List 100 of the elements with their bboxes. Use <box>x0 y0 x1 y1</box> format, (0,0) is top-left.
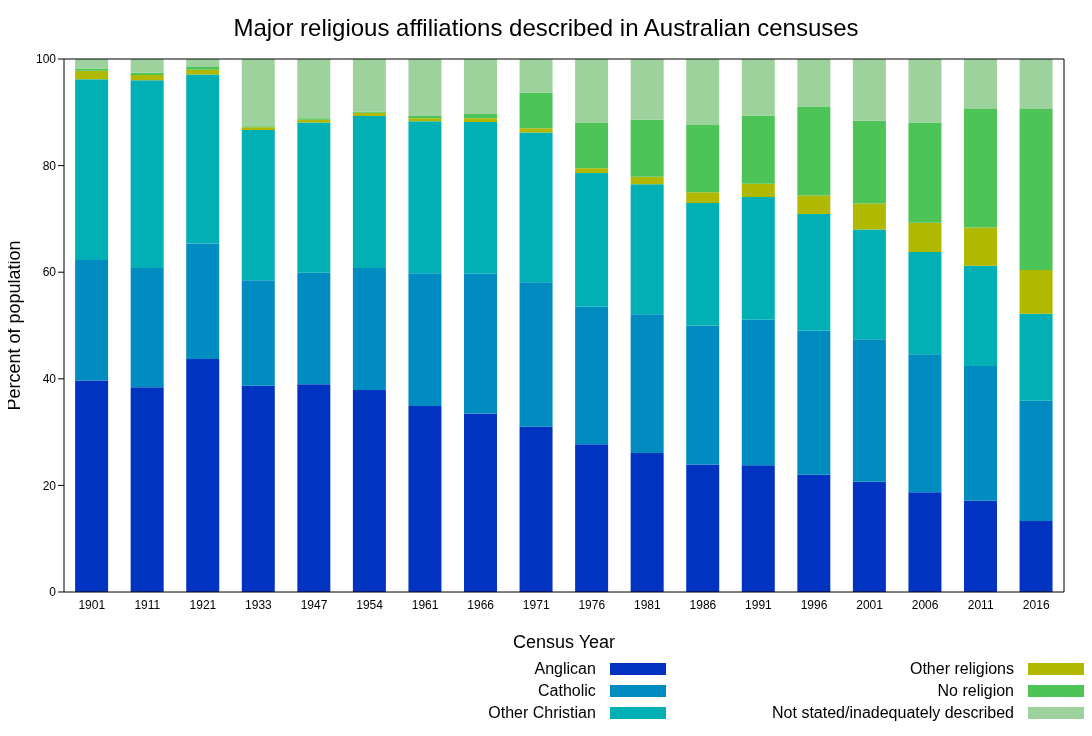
bar <box>908 59 942 123</box>
bar <box>519 92 553 129</box>
x-tick-label: 1976 <box>578 597 606 612</box>
bar <box>352 116 386 268</box>
y-tick-label: 100 <box>35 52 57 67</box>
bar <box>408 121 442 274</box>
bar <box>686 125 720 193</box>
bar <box>408 273 442 406</box>
x-tick-label: 1966 <box>467 597 495 612</box>
bar <box>575 59 609 123</box>
bar <box>130 387 164 592</box>
y-tick-label: 60 <box>42 265 57 280</box>
bar <box>1019 59 1053 110</box>
y-axis-title: Percent of population <box>4 240 25 411</box>
bar <box>130 80 164 268</box>
bar <box>352 389 386 592</box>
x-tick-label: 1901 <box>78 597 106 612</box>
bar <box>964 500 997 592</box>
bar <box>575 122 609 169</box>
bar <box>797 106 831 196</box>
bar <box>186 67 220 70</box>
bar <box>908 251 942 355</box>
bar <box>352 112 386 117</box>
bar <box>797 474 831 592</box>
bar <box>741 197 775 320</box>
bar <box>686 325 720 465</box>
bar <box>686 464 720 592</box>
bar <box>464 113 497 119</box>
bar <box>797 59 831 107</box>
legend-label: Other religions <box>909 660 1014 678</box>
x-tick-label: 1933 <box>245 597 273 612</box>
bar <box>852 203 886 230</box>
bar <box>630 452 664 592</box>
y-tick-label: 20 <box>42 478 57 493</box>
bar <box>741 59 775 116</box>
bar <box>186 359 220 592</box>
x-tick-label: 1947 <box>300 597 328 612</box>
bar <box>130 267 164 388</box>
bar <box>186 74 220 244</box>
bar <box>852 229 886 340</box>
bar <box>464 273 497 414</box>
bar <box>797 214 831 331</box>
bar <box>686 202 720 326</box>
bar <box>852 120 886 204</box>
bar <box>130 72 164 75</box>
x-tick-label: 1971 <box>522 597 550 612</box>
x-tick-label: 1961 <box>411 597 439 612</box>
bar <box>1019 109 1053 271</box>
bar <box>241 59 275 127</box>
bar <box>908 354 942 493</box>
bar <box>630 59 664 120</box>
bar <box>575 168 609 174</box>
bar <box>75 68 109 71</box>
bar <box>241 385 275 592</box>
legend-label: Not stated/inadequately described <box>772 704 1014 722</box>
bar <box>686 59 720 126</box>
bar <box>852 481 886 592</box>
bar <box>741 183 775 198</box>
bar <box>852 59 886 121</box>
bar <box>630 119 664 177</box>
bar <box>908 492 942 592</box>
bar <box>352 59 386 112</box>
x-axis-title: Census Year <box>512 632 616 652</box>
bar <box>464 59 497 114</box>
bar <box>1019 313 1053 401</box>
x-tick-label: 2006 <box>911 597 939 612</box>
bar <box>797 195 831 215</box>
bar <box>964 366 997 501</box>
y-tick-label: 80 <box>42 158 57 173</box>
bar <box>75 59 109 69</box>
bar <box>519 59 553 93</box>
bar <box>241 280 275 386</box>
bar <box>1019 521 1053 592</box>
bar <box>464 118 497 122</box>
bar <box>408 405 442 592</box>
bar <box>519 128 553 133</box>
x-tick-label: 1954 <box>356 597 384 612</box>
bar <box>964 109 997 228</box>
bar <box>75 79 109 260</box>
bar <box>852 339 886 482</box>
bar <box>186 243 220 360</box>
y-tick-label: 0 <box>49 585 57 600</box>
bar <box>797 330 831 475</box>
x-tick-label: 1996 <box>800 597 828 612</box>
bar <box>75 259 109 381</box>
bar <box>352 267 386 390</box>
bar <box>575 173 609 307</box>
x-tick-label: 1981 <box>633 597 661 612</box>
legend-label: No religion <box>937 682 1014 700</box>
bar <box>1019 270 1053 314</box>
bar <box>519 426 553 592</box>
legend-label: Other Christian <box>488 704 596 722</box>
x-tick-label: 2011 <box>967 597 994 612</box>
bar <box>630 314 664 453</box>
chart-title: Major religious affiliations described in Australian censuses <box>232 13 860 43</box>
bar <box>741 465 775 592</box>
bar <box>75 70 109 80</box>
bar <box>741 319 775 466</box>
bar <box>964 227 997 266</box>
bar <box>575 444 609 592</box>
